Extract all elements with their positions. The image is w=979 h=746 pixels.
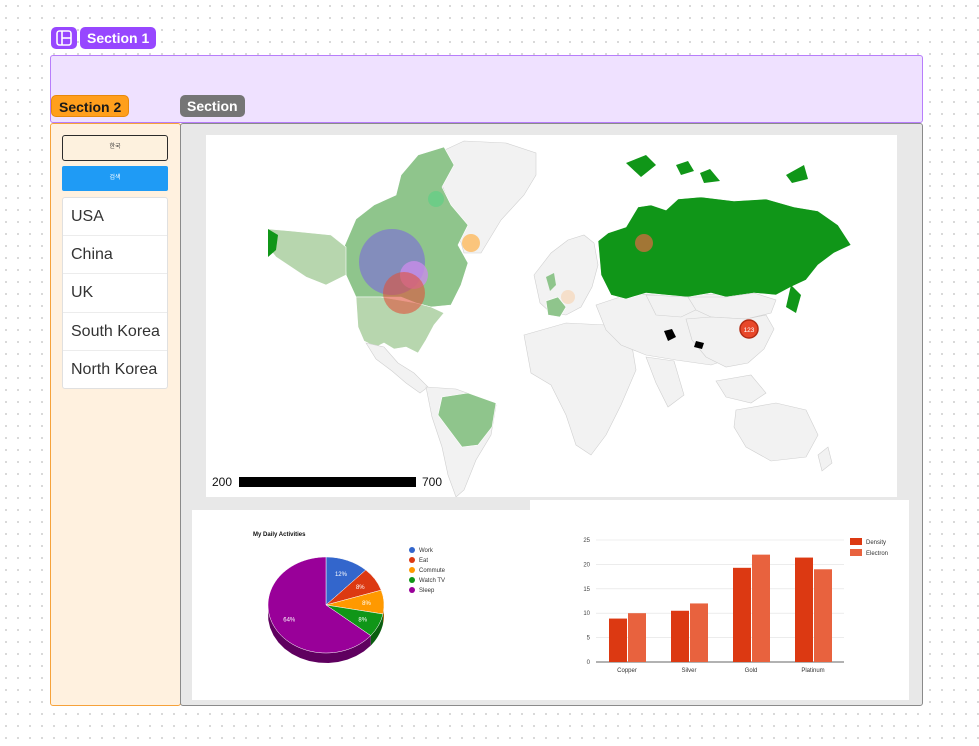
map-region-france (545, 296, 567, 318)
map-region-uk (546, 273, 556, 291)
legend-dot-icon (409, 577, 415, 583)
pie-slice-label: 8% (362, 601, 371, 607)
pie-slice-label: 64% (283, 617, 296, 623)
y-tick-label: 10 (583, 611, 590, 617)
section-2-label[interactable]: Section 2 (51, 95, 130, 117)
x-tick-label: Silver (681, 668, 696, 674)
country-list: USA China UK South Korea North Korea (62, 197, 168, 389)
country-item-uk[interactable]: UK (63, 274, 167, 313)
map-region-north-korea (664, 329, 676, 341)
y-tick-label: 20 (583, 562, 590, 568)
bar-chart-card[interactable]: 0 5 10 15 20 25 Copper Silver Gold Platinum Densit… (530, 500, 909, 700)
legend-dot-icon (409, 547, 415, 553)
section-3-label[interactable]: Section (180, 95, 245, 117)
bar-density (609, 618, 627, 662)
legend-label: Density (866, 540, 886, 546)
bar-chart: 0 5 10 15 20 25 Copper Silver Gold Platinum Densit… (583, 538, 888, 674)
bar-electron (628, 613, 646, 662)
y-tick-label: 25 (583, 538, 590, 544)
bar-density (795, 557, 813, 662)
map-marker-label: 123 (744, 327, 755, 334)
world-map[interactable]: 123 (206, 135, 897, 497)
legend-dot-icon (409, 567, 415, 573)
geo-map-chart[interactable]: 123 200 700 (206, 135, 897, 497)
pie-side-4 (268, 557, 371, 663)
pie-chart: 12% 8% 8% 8% 64% (267, 556, 385, 663)
map-bubble (462, 234, 480, 252)
pie-legend-item: Commute (409, 567, 445, 574)
legend-dot-icon (409, 587, 415, 593)
map-marker (739, 319, 759, 339)
legend-swatch (850, 549, 862, 556)
x-tick-label: Copper (617, 668, 637, 674)
map-bubble (383, 272, 425, 314)
country-item-south-korea[interactable]: South Korea (63, 313, 167, 351)
map-bubble (561, 290, 575, 304)
bar-electron (814, 569, 832, 662)
pie-legend-item: Watch TV (409, 577, 445, 584)
y-tick-label: 15 (583, 587, 590, 593)
map-bubble (635, 234, 653, 252)
legend-dot-icon (409, 557, 415, 563)
country-item-north-korea[interactable]: North Korea (71, 360, 158, 378)
map-legend-bar (239, 477, 416, 487)
y-tick-label: 5 (587, 636, 591, 642)
bar-density (671, 610, 689, 662)
section-frame-icon[interactable] (51, 27, 77, 49)
x-tick-label: Gold (745, 668, 758, 674)
pie-slice-sleep (267, 556, 372, 654)
x-tick-label: Platinum (801, 668, 824, 674)
map-region-mexico (365, 342, 429, 394)
legend-label: Electron (866, 551, 888, 557)
pie-chart-title: My Daily Activities (253, 532, 306, 538)
map-region-brazil (437, 392, 497, 448)
legend-swatch (850, 538, 862, 545)
map-region-russia (597, 196, 852, 300)
pie-slice-label: 8% (356, 585, 365, 591)
pie-legend-item: Sleep (409, 587, 434, 594)
map-legend-max: 700 (422, 475, 443, 489)
section-1-label[interactable]: Section 1 (80, 27, 157, 49)
bar-electron (690, 603, 708, 662)
korea-button[interactable]: 한국 (62, 135, 168, 161)
map-legend-min: 200 (212, 475, 233, 489)
map-bubble (428, 191, 444, 207)
y-tick-label: 0 (587, 660, 591, 666)
map-region-alaska (267, 228, 347, 286)
country-item-usa[interactable]: USA (63, 198, 167, 237)
bar-density (733, 567, 751, 662)
pie-slice-label: 8% (358, 617, 367, 623)
pie-side-3 (370, 613, 383, 646)
pie-chart-card[interactable]: My Daily Activities 12% 8% 8% 8% 64% Work Eat… (192, 510, 530, 700)
search-button[interactable]: 검색 (62, 166, 168, 191)
pie-legend-item: Work (409, 547, 433, 554)
country-item-china[interactable]: China (63, 236, 167, 275)
pie-slice-label: 12% (335, 572, 348, 578)
pie-legend-item: Eat (409, 557, 428, 564)
bar-electron (752, 554, 770, 662)
